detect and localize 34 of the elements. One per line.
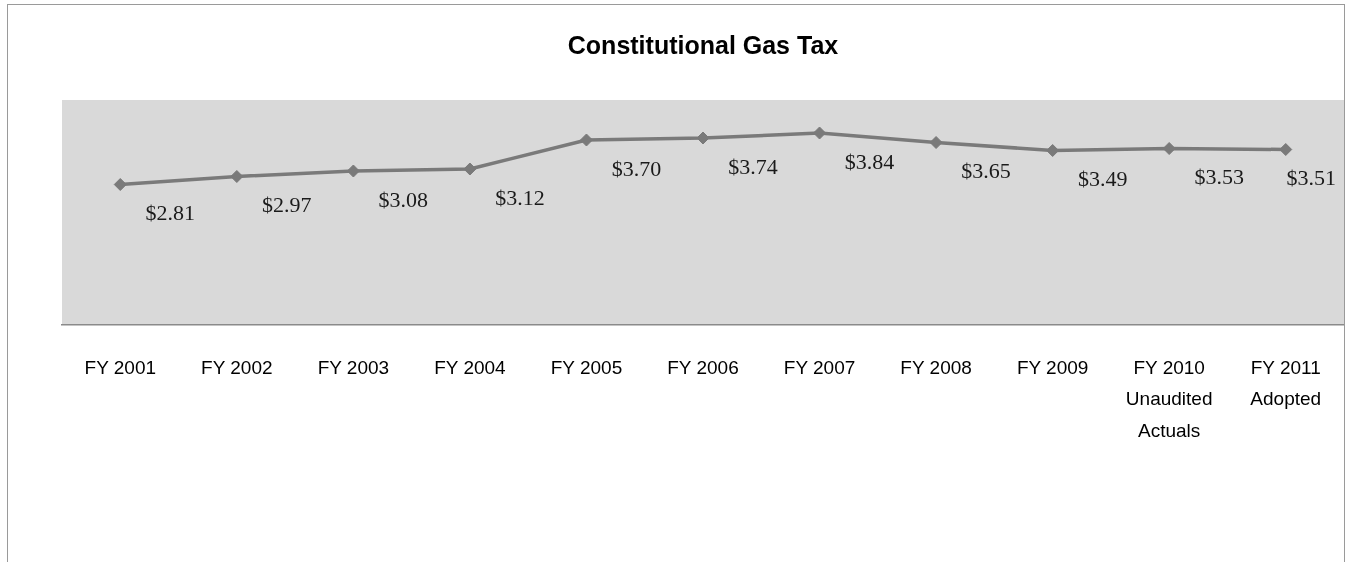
data-label: $3.12 [495, 184, 545, 210]
point [929, 136, 943, 149]
point [463, 162, 477, 176]
x-tick-label: FY 2006 [667, 356, 739, 378]
data-label: $3.53 [1194, 164, 1244, 190]
point [346, 164, 360, 178]
point [579, 133, 593, 147]
chart-title: Constitutional Gas Tax [567, 30, 839, 59]
data-label: $2.81 [145, 200, 196, 226]
data-label: $3.65 [961, 158, 1011, 184]
point [1162, 142, 1176, 155]
point [696, 131, 710, 145]
x-tick-label: FY 2001 [84, 356, 157, 378]
x-tick-label: FY 2007 [783, 356, 856, 378]
x-tick-label: FY 2003 [317, 356, 390, 378]
data-label: $3.08 [378, 186, 429, 212]
data-label: $3.51 [1286, 165, 1336, 191]
data-label: $3.84 [844, 148, 895, 174]
x-tick-label: FY 2009 [1016, 356, 1089, 378]
data-label: $3.74 [728, 153, 778, 179]
x-tick-label: FY 2010 Unaudited Actuals [1125, 356, 1213, 441]
point [113, 178, 127, 191]
data-label: $3.70 [611, 155, 662, 181]
x-tick-label: FY 2005 [550, 356, 623, 378]
x-tick-label: FY 2011 Adopted [1250, 356, 1322, 410]
x-tick-label: FY 2002 [201, 356, 273, 378]
point [1279, 143, 1293, 156]
x-tick-label: FY 2004 [434, 356, 507, 378]
data-label: $3.49 [1077, 166, 1128, 192]
point [1046, 144, 1060, 157]
x-tick-label: FY 2008 [900, 356, 972, 378]
data-label: $2.97 [262, 192, 312, 218]
point [813, 126, 827, 140]
point [230, 170, 244, 183]
